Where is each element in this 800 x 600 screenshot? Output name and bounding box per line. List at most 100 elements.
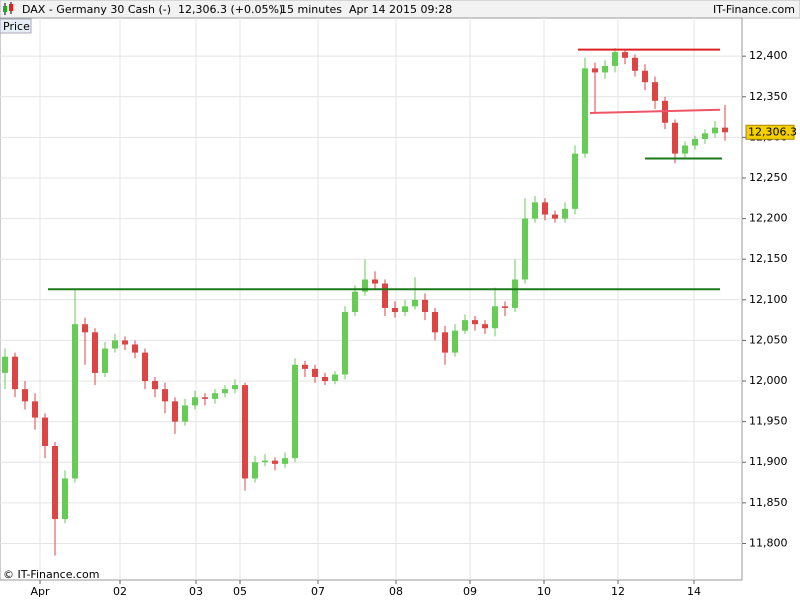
panel-label: Price: [3, 20, 30, 33]
candle-body: [572, 153, 578, 209]
candle-body: [202, 397, 208, 399]
candle-body: [722, 127, 728, 133]
candle-body: [222, 389, 228, 394]
candle-body: [62, 478, 68, 520]
candle-body: [322, 376, 328, 382]
candle-body: [12, 356, 18, 390]
candle-body: [82, 324, 88, 333]
x-tick-label: 05: [233, 585, 247, 598]
candle-body: [212, 393, 218, 399]
y-tick-label: 11,900: [749, 455, 788, 468]
candle-body: [642, 70, 648, 83]
y-tick-label: 11,850: [749, 496, 788, 509]
candle-body: [402, 306, 408, 312]
candle-body: [72, 324, 78, 479]
x-tick-label: 02: [113, 585, 127, 598]
candle-body: [372, 279, 378, 284]
candle-body: [92, 332, 98, 373]
candle-body: [412, 299, 418, 307]
panel-label-box: [0, 18, 32, 34]
candle-body: [632, 57, 638, 71]
candle-body: [342, 311, 348, 375]
candle-body: [192, 397, 198, 406]
y-tick-label: 12,200: [749, 212, 788, 225]
x-tick-label: 12: [611, 585, 625, 598]
candle-body: [512, 279, 518, 308]
candle-body: [362, 279, 368, 292]
copyright: © IT-Finance.com: [3, 568, 100, 581]
candle-body: [612, 52, 618, 66]
candle-body: [102, 348, 108, 373]
candle-body: [52, 445, 58, 520]
x-tick-label: 08: [389, 585, 403, 598]
candle-body: [32, 401, 38, 418]
candle-body: [262, 460, 268, 463]
candle-body: [22, 389, 28, 402]
candle-body: [462, 320, 468, 331]
y-tick-label: 12,100: [749, 293, 788, 306]
candle-body: [112, 340, 118, 349]
candle-body: [522, 218, 528, 280]
candle-body: [532, 202, 538, 219]
candle-body: [2, 356, 8, 373]
candle-body: [482, 324, 488, 329]
last-price-label: 12,306.3: [748, 125, 797, 138]
y-tick-label: 12,050: [749, 333, 788, 346]
candle-body: [172, 401, 178, 422]
y-tick-label: 11,950: [749, 415, 788, 428]
candle-body: [682, 145, 688, 154]
y-tick-label: 11,800: [749, 536, 788, 549]
candle-body: [312, 368, 318, 377]
x-tick-label: Apr: [30, 585, 50, 598]
y-tick-label: 12,150: [749, 252, 788, 265]
candle-body: [122, 340, 128, 345]
candle-body: [162, 389, 168, 402]
candle-body: [422, 299, 428, 312]
candle-body: [272, 460, 278, 464]
last-price-tag: [745, 124, 795, 140]
candle-body: [292, 364, 298, 459]
candle-body: [712, 127, 718, 134]
candle-body: [252, 462, 258, 479]
candle-body: [282, 458, 288, 464]
candle-body: [302, 364, 308, 369]
y-tick-label: 12,350: [749, 90, 788, 103]
candle-body: [432, 311, 438, 333]
x-tick-label: 14: [687, 585, 701, 598]
candle-body: [562, 208, 568, 219]
candle-body: [392, 307, 398, 312]
candle-body: [622, 52, 628, 58]
x-tick-label: 03: [189, 585, 203, 598]
candle-body: [582, 68, 588, 154]
candle-body: [452, 330, 458, 353]
level-line: [589, 108, 721, 115]
candle-body: [652, 82, 658, 101]
x-tick-label: 07: [311, 585, 325, 598]
candle-body: [492, 306, 498, 329]
y-tick-label: 12,400: [749, 49, 788, 62]
candle-body: [232, 385, 238, 390]
candle-body: [442, 332, 448, 353]
candle-body: [502, 306, 508, 308]
y-tick-label: 12,250: [749, 171, 788, 184]
candle-body: [382, 283, 388, 308]
chart-icon: [3, 2, 13, 15]
brand: IT-Finance.com: [713, 3, 795, 16]
candle-body: [352, 291, 358, 312]
candle-body: [242, 385, 248, 479]
quote: 12,306.3 (+0.05%): [178, 3, 283, 16]
x-tick-label: 09: [463, 585, 477, 598]
candle-body: [142, 352, 148, 382]
candle-body: [592, 68, 598, 73]
y-tick-label: 12,000: [749, 374, 788, 387]
candle-body: [692, 139, 698, 146]
candle-body: [552, 214, 558, 219]
candle-body: [672, 122, 678, 154]
x-tick-label: 10: [537, 585, 551, 598]
candle-body: [602, 65, 608, 73]
candle-body: [542, 202, 548, 215]
candle-body: [702, 133, 708, 140]
candle-body: [152, 381, 158, 390]
candle-body: [472, 320, 478, 325]
